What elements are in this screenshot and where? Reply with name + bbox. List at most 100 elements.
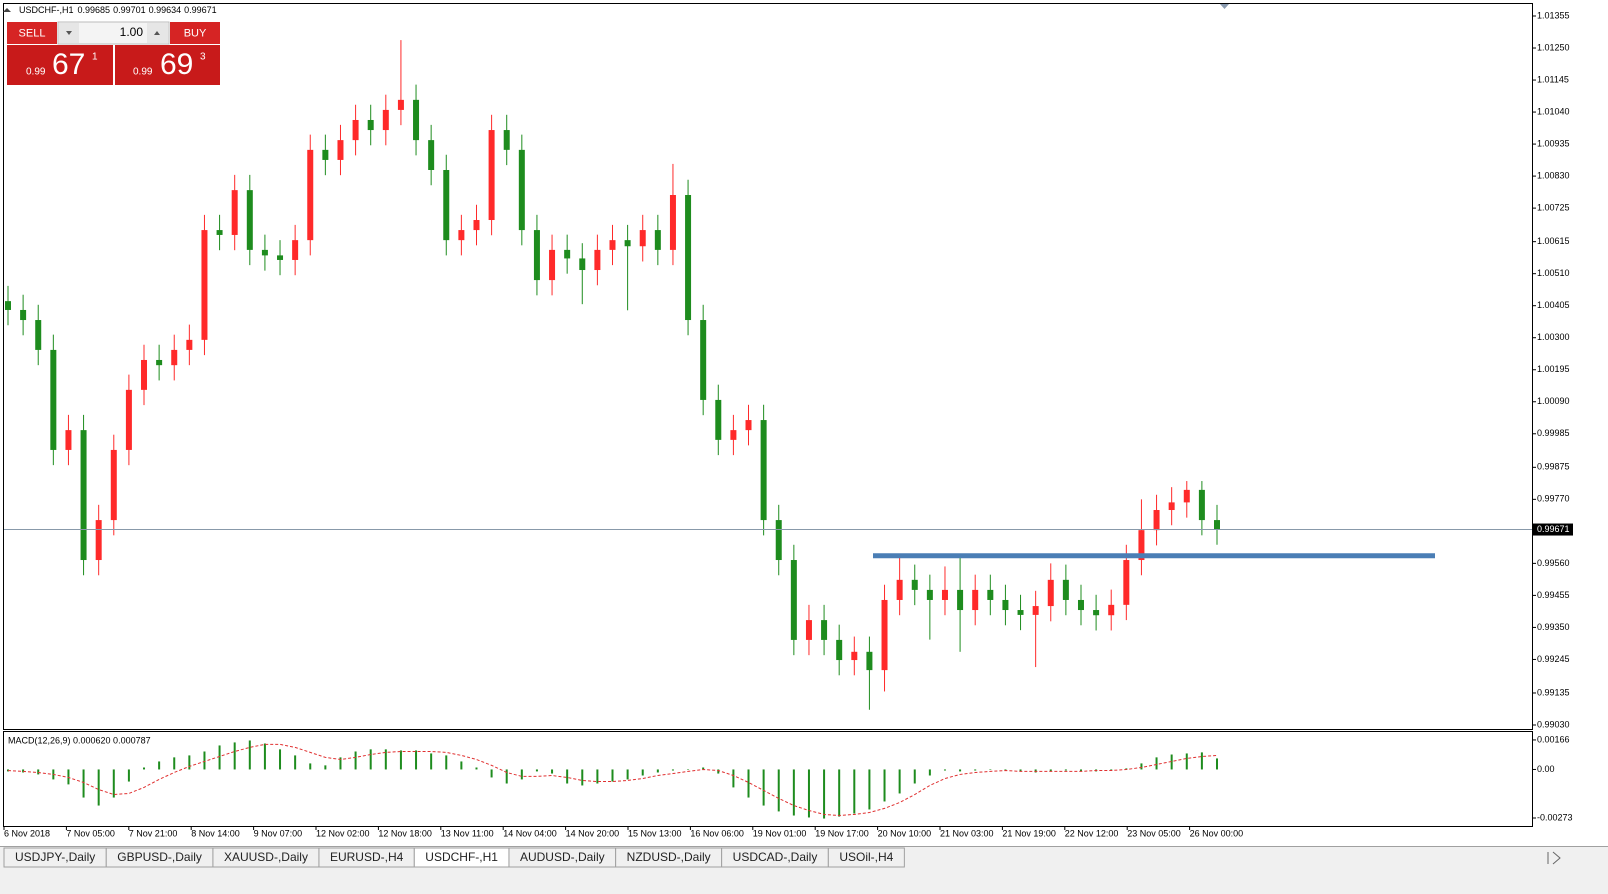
macd-bar <box>1140 763 1143 770</box>
lot-spinner[interactable] <box>57 21 170 45</box>
x-tick-label: 19 Nov 01:00 <box>753 828 807 838</box>
buy-button[interactable] <box>170 22 220 44</box>
macd-bar <box>596 769 599 784</box>
macd-bar <box>475 767 478 770</box>
candle-body <box>261 249 268 256</box>
x-tick-label: 20 Nov 10:00 <box>878 828 932 838</box>
candle-body <box>171 349 178 366</box>
y-tick-label: 1.00300 <box>1537 332 1570 342</box>
candle-body <box>20 309 27 321</box>
tab-label[interactable]: AUDUSD-,Daily <box>520 850 605 864</box>
down-arrow <box>66 31 72 35</box>
macd-bar <box>384 749 387 770</box>
candle-body <box>594 249 601 271</box>
candle-body <box>866 651 873 671</box>
tab-label[interactable]: NZDUSD-,Daily <box>627 850 711 864</box>
macd-bar <box>294 755 297 770</box>
macd-bar <box>415 750 418 770</box>
macd-bar <box>158 761 161 770</box>
bid-box[interactable] <box>7 45 113 85</box>
candle-body <box>1093 610 1100 616</box>
tab-label[interactable]: USDCHF-,H1 <box>425 850 498 864</box>
macd-bar <box>339 757 342 770</box>
macd-bar <box>97 769 100 806</box>
lot-value[interactable]: 1.00 <box>120 25 144 39</box>
candle-body <box>292 240 299 260</box>
macd-bar <box>1216 758 1218 770</box>
macd-bar <box>974 769 977 771</box>
tab-label[interactable]: USDJPY-,Daily <box>15 850 95 864</box>
macd-bar <box>762 769 765 806</box>
y-tick-label: 1.01355 <box>1537 10 1570 20</box>
candle-body <box>5 301 11 310</box>
tab-label[interactable]: EURUSD-,H4 <box>330 850 404 864</box>
macd-bar <box>959 769 962 772</box>
x-tick-label: 14 Nov 04:00 <box>503 828 557 838</box>
y-tick-label: 1.00405 <box>1537 300 1570 310</box>
tab-scroll[interactable] <box>1547 851 1561 865</box>
macd-bar <box>671 769 674 771</box>
macd-bar <box>1125 768 1128 770</box>
x-tick-label: 19 Nov 17:00 <box>815 828 869 838</box>
y-tick-label: 0.99455 <box>1537 590 1570 600</box>
candle-body <box>685 195 692 321</box>
macd-bar <box>551 769 554 774</box>
macd-bar <box>913 769 916 784</box>
current-price-box <box>1533 523 1573 536</box>
candle-body <box>654 230 661 250</box>
tab-label[interactable]: USDCAD-,Daily <box>733 850 818 864</box>
y-tick-label: 0.99770 <box>1537 494 1570 504</box>
y-tick-label: 1.01040 <box>1537 106 1570 116</box>
candle-body <box>503 130 510 150</box>
x-tick-label: 9 Nov 07:00 <box>254 828 303 838</box>
macd-bar <box>641 769 644 776</box>
candle-body <box>987 589 994 600</box>
candle-body <box>65 430 72 450</box>
y-tick-label: 1.00725 <box>1537 202 1570 212</box>
close-value: 0.99671 <box>184 5 217 15</box>
y-tick-label: 0.99030 <box>1537 719 1570 729</box>
sell-button[interactable] <box>7 22 57 44</box>
buy-label[interactable]: BUY <box>184 27 207 39</box>
macd-bar <box>838 769 841 817</box>
macd-bar <box>535 769 538 772</box>
macd-bar <box>1004 769 1007 771</box>
chart-menu-arrow[interactable] <box>3 8 11 12</box>
tab[interactable] <box>827 847 905 868</box>
candle-body <box>473 220 480 231</box>
ask-box[interactable] <box>115 45 220 85</box>
macd-bar <box>430 753 433 770</box>
y-tick-label: -0.00273 <box>1537 812 1573 822</box>
macd-bar <box>309 763 312 770</box>
candle-body <box>639 230 646 247</box>
candle-body <box>352 119 359 141</box>
macd-bar <box>747 769 750 798</box>
macd-bar <box>248 740 251 770</box>
candle-body <box>1183 489 1190 503</box>
candle-body <box>1077 599 1084 611</box>
current-price-label: 0.99671 <box>1537 524 1570 534</box>
tab-label[interactable]: XAUUSD-,Daily <box>224 850 308 864</box>
candle-body <box>564 249 571 259</box>
bid-prefix: 0.99 <box>26 67 46 78</box>
tab-label[interactable]: USOil-,H4 <box>839 850 893 864</box>
candle-body <box>95 520 102 561</box>
macd-bar <box>1155 757 1158 770</box>
candle-body <box>881 599 888 671</box>
y-tick-label: 0.99135 <box>1537 687 1570 697</box>
macd-bar <box>445 755 448 770</box>
macd-bar <box>279 749 282 770</box>
candle-body <box>1002 599 1009 611</box>
candle-body <box>1047 579 1054 607</box>
x-tick-label: 21 Nov 19:00 <box>1002 828 1056 838</box>
tab-label[interactable]: GBPUSD-,Daily <box>117 850 202 864</box>
x-tick-label: 13 Nov 11:00 <box>441 828 494 838</box>
sell-label[interactable]: SELL <box>19 27 46 39</box>
macd-bar <box>777 769 780 812</box>
candle-body <box>80 430 87 561</box>
macd-bar <box>943 769 946 771</box>
macd-bar <box>399 750 402 770</box>
candle-body <box>972 589 979 611</box>
candle-body <box>322 149 329 160</box>
